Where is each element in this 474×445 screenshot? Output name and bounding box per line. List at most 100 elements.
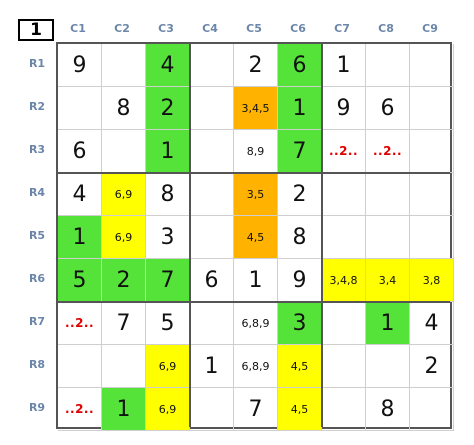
cell-r3c9[interactable]: [410, 130, 454, 173]
cell-r4c9[interactable]: [410, 173, 454, 216]
cell-r4c5[interactable]: 3,5: [234, 173, 278, 216]
cell-r6c4[interactable]: 6: [190, 259, 234, 302]
cell-r7c4[interactable]: [190, 302, 234, 345]
cell-r2c6[interactable]: 1: [278, 87, 322, 130]
cell-r6c1[interactable]: 5: [58, 259, 102, 302]
cell-r4c4[interactable]: [190, 173, 234, 216]
box-divider-vertical: [189, 44, 191, 427]
cell-r2c3[interactable]: 2: [146, 87, 190, 130]
cell-r4c6[interactable]: 2: [278, 173, 322, 216]
cell-r3c8[interactable]: ..2..: [366, 130, 410, 173]
cell-r7c6[interactable]: 3: [278, 302, 322, 345]
cell-r4c2[interactable]: 6,9: [102, 173, 146, 216]
cell-r6c9[interactable]: 3,8: [410, 259, 454, 302]
cell-r6c5[interactable]: 1: [234, 259, 278, 302]
cell-r5c1[interactable]: 1: [58, 216, 102, 259]
cell-r7c2[interactable]: 7: [102, 302, 146, 345]
cell-r8c2[interactable]: [102, 345, 146, 388]
cell-r7c7[interactable]: [322, 302, 366, 345]
cell-r6c8[interactable]: 3,4: [366, 259, 410, 302]
box-divider-horizontal: [58, 301, 450, 303]
cell-r7c5[interactable]: 6,8,9: [234, 302, 278, 345]
sudoku-grid: 9 4 2 6 1 8 2 3,4,5 1 9 6 6 1 8,9 7 ..2.. ..2.. 4 6,9 8 3,5 2…: [56, 42, 454, 431]
cell-r5c2[interactable]: 6,9: [102, 216, 146, 259]
row-header-3: R3: [28, 143, 46, 156]
row-header-8: R8: [28, 358, 46, 371]
cell-r3c6[interactable]: 7: [278, 130, 322, 173]
cell-r9c4[interactable]: [190, 388, 234, 431]
cell-r9c8[interactable]: 8: [366, 388, 410, 431]
cell-r2c4[interactable]: [190, 87, 234, 130]
cell-r6c7[interactable]: 3,4,8: [322, 259, 366, 302]
cell-r1c3[interactable]: 4: [146, 44, 190, 87]
cell-r1c6[interactable]: 6: [278, 44, 322, 87]
cell-r1c4[interactable]: [190, 44, 234, 87]
cell-r7c1[interactable]: ..2..: [58, 302, 102, 345]
cell-r3c7[interactable]: ..2..: [322, 130, 366, 173]
cell-r1c9[interactable]: [410, 44, 454, 87]
cell-r2c9[interactable]: [410, 87, 454, 130]
cell-r3c2[interactable]: [102, 130, 146, 173]
row-header-4: R4: [28, 186, 46, 199]
cell-r5c7[interactable]: [322, 216, 366, 259]
cell-r6c3[interactable]: 7: [146, 259, 190, 302]
cell-r2c2[interactable]: 8: [102, 87, 146, 130]
cell-r2c8[interactable]: 6: [366, 87, 410, 130]
cell-r5c6[interactable]: 8: [278, 216, 322, 259]
row-header-2: R2: [28, 100, 46, 113]
cell-r3c5[interactable]: 8,9: [234, 130, 278, 173]
cell-r3c3[interactable]: 1: [146, 130, 190, 173]
cell-r9c5[interactable]: 7: [234, 388, 278, 431]
cell-r8c5[interactable]: 6,8,9: [234, 345, 278, 388]
cell-r1c1[interactable]: 9: [58, 44, 102, 87]
cell-r5c3[interactable]: 3: [146, 216, 190, 259]
cell-r7c9[interactable]: 4: [410, 302, 454, 345]
puzzle-number-label: 1: [18, 19, 54, 41]
cell-r9c7[interactable]: [322, 388, 366, 431]
cell-r1c5[interactable]: 2: [234, 44, 278, 87]
box-divider-horizontal: [58, 172, 450, 174]
cell-r2c5[interactable]: 3,4,5: [234, 87, 278, 130]
cell-r7c8[interactable]: 1: [366, 302, 410, 345]
cell-r5c4[interactable]: [190, 216, 234, 259]
cell-r8c1[interactable]: [58, 345, 102, 388]
cell-r9c1[interactable]: ..2..: [58, 388, 102, 431]
cell-r7c3[interactable]: 5: [146, 302, 190, 345]
cell-r3c1[interactable]: 6: [58, 130, 102, 173]
cell-r9c9[interactable]: [410, 388, 454, 431]
box-divider-vertical: [321, 44, 323, 427]
row-header-1: R1: [28, 57, 46, 70]
cell-r3c4[interactable]: [190, 130, 234, 173]
column-header-2: C2: [114, 22, 130, 35]
cell-r4c7[interactable]: [322, 173, 366, 216]
cell-r8c3[interactable]: 6,9: [146, 345, 190, 388]
column-header-8: C8: [378, 22, 394, 35]
cell-r9c2[interactable]: 1: [102, 388, 146, 431]
column-header-5: C5: [246, 22, 262, 35]
cell-r1c8[interactable]: [366, 44, 410, 87]
cell-r8c6[interactable]: 4,5: [278, 345, 322, 388]
cell-r6c6[interactable]: 9: [278, 259, 322, 302]
column-header-4: C4: [202, 22, 218, 35]
cell-r8c7[interactable]: [322, 345, 366, 388]
cell-r5c9[interactable]: [410, 216, 454, 259]
row-header-9: R9: [28, 401, 46, 414]
cell-r4c8[interactable]: [366, 173, 410, 216]
column-header-9: C9: [422, 22, 438, 35]
cell-r4c3[interactable]: 8: [146, 173, 190, 216]
cell-r8c8[interactable]: [366, 345, 410, 388]
cell-r1c2[interactable]: [102, 44, 146, 87]
column-header-1: C1: [70, 22, 86, 35]
cell-r4c1[interactable]: 4: [58, 173, 102, 216]
cell-r8c9[interactable]: 2: [410, 345, 454, 388]
cell-r9c3[interactable]: 6,9: [146, 388, 190, 431]
column-header-7: C7: [334, 22, 350, 35]
cell-r2c1[interactable]: [58, 87, 102, 130]
cell-r5c8[interactable]: [366, 216, 410, 259]
cell-r1c7[interactable]: 1: [322, 44, 366, 87]
cell-r9c6[interactable]: 4,5: [278, 388, 322, 431]
cell-r5c5[interactable]: 4,5: [234, 216, 278, 259]
cell-r6c2[interactable]: 2: [102, 259, 146, 302]
cell-r2c7[interactable]: 9: [322, 87, 366, 130]
cell-r8c4[interactable]: 1: [190, 345, 234, 388]
